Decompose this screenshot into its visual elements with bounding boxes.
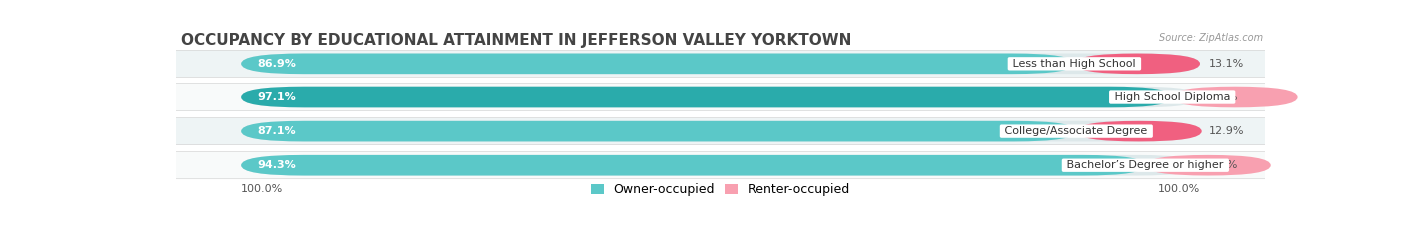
FancyBboxPatch shape [1173, 87, 1298, 107]
FancyBboxPatch shape [242, 121, 1201, 141]
Text: Bachelor’s Degree or higher: Bachelor’s Degree or higher [1063, 160, 1227, 170]
FancyBboxPatch shape [242, 155, 1146, 175]
Text: 5.7%: 5.7% [1209, 160, 1237, 170]
FancyBboxPatch shape [242, 155, 1201, 175]
Text: OCCUPANCY BY EDUCATIONAL ATTAINMENT IN JEFFERSON VALLEY YORKTOWN: OCCUPANCY BY EDUCATIONAL ATTAINMENT IN J… [181, 33, 852, 48]
FancyBboxPatch shape [169, 152, 1272, 179]
FancyBboxPatch shape [1074, 54, 1201, 74]
FancyBboxPatch shape [1146, 155, 1271, 175]
FancyBboxPatch shape [169, 83, 1272, 111]
Legend: Owner-occupied, Renter-occupied: Owner-occupied, Renter-occupied [586, 178, 855, 201]
FancyBboxPatch shape [169, 118, 1272, 145]
Text: College/Associate Degree: College/Associate Degree [1001, 126, 1152, 136]
Text: 86.9%: 86.9% [257, 59, 297, 69]
Text: 12.9%: 12.9% [1209, 126, 1244, 136]
Text: 2.9%: 2.9% [1209, 92, 1237, 102]
Text: 87.1%: 87.1% [257, 126, 297, 136]
Text: 97.1%: 97.1% [257, 92, 297, 102]
FancyBboxPatch shape [1077, 121, 1202, 141]
Text: High School Diploma: High School Diploma [1111, 92, 1233, 102]
FancyBboxPatch shape [242, 121, 1077, 141]
FancyBboxPatch shape [242, 87, 1173, 107]
Text: 94.3%: 94.3% [257, 160, 297, 170]
Text: Less than High School: Less than High School [1010, 59, 1139, 69]
FancyBboxPatch shape [242, 54, 1074, 74]
Text: 100.0%: 100.0% [1157, 185, 1201, 194]
Text: 100.0%: 100.0% [242, 185, 284, 194]
Text: 13.1%: 13.1% [1209, 59, 1244, 69]
FancyBboxPatch shape [242, 87, 1201, 107]
Text: Source: ZipAtlas.com: Source: ZipAtlas.com [1159, 33, 1263, 43]
FancyBboxPatch shape [169, 50, 1272, 77]
FancyBboxPatch shape [242, 54, 1201, 74]
